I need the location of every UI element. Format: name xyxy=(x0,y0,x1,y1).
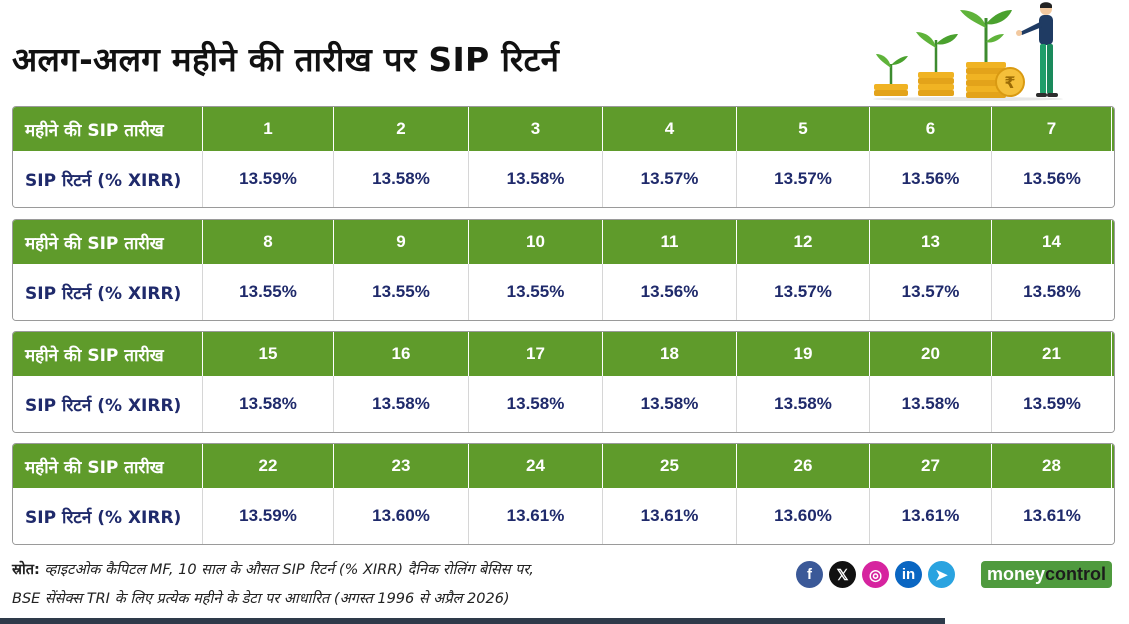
date-cell: 7 xyxy=(992,107,1112,151)
return-cell: 13.61% xyxy=(603,488,737,544)
date-cell: 8 xyxy=(203,220,334,264)
table-header-row: महीने की SIP तारीख 22 23 24 25 26 27 28 xyxy=(13,444,1114,488)
moneycontrol-logo: money control xyxy=(981,561,1112,588)
return-cell: 13.61% xyxy=(469,488,603,544)
date-cell: 17 xyxy=(469,332,603,376)
date-cell: 2 xyxy=(334,107,469,151)
date-cell: 18 xyxy=(603,332,737,376)
source-line-1: स्रोत: व्हाइटओक कैपिटल MF, 10 साल के औसत… xyxy=(12,556,772,585)
table-header-row: महीने की SIP तारीख 15 16 17 18 19 20 21 xyxy=(13,332,1114,376)
date-row-label: महीने की SIP तारीख xyxy=(13,332,203,376)
date-cell: 26 xyxy=(737,444,870,488)
date-cell: 4 xyxy=(603,107,737,151)
source-text-1: व्हाइटओक कैपिटल MF, 10 साल के औसत SIP रि… xyxy=(39,562,534,578)
return-cell: 13.56% xyxy=(870,151,992,207)
return-row-label: SIP रिटर्न (% XIRR) xyxy=(13,488,203,544)
date-cell: 3 xyxy=(469,107,603,151)
page-title: अलग-अलग महीने की तारीख पर SIP रिटर्न xyxy=(12,40,560,79)
coin-stack-medium xyxy=(916,32,958,96)
return-cell: 13.59% xyxy=(203,151,334,207)
date-cell: 5 xyxy=(737,107,870,151)
growth-illustration: ₹ xyxy=(873,2,1063,101)
return-row-label: SIP रिटर्न (% XIRR) xyxy=(13,264,203,320)
return-cell: 13.58% xyxy=(334,151,469,207)
date-cell: 21 xyxy=(992,332,1112,376)
instagram-icon[interactable]: ◎ xyxy=(862,561,889,588)
date-cell: 11 xyxy=(603,220,737,264)
source-text-2: BSE सेंसेक्स TRI के लिए प्रत्येक महीने क… xyxy=(12,591,510,607)
x-icon[interactable]: 𝕏 xyxy=(829,561,856,588)
date-cell: 1 xyxy=(203,107,334,151)
date-cell: 23 xyxy=(334,444,469,488)
date-cell: 13 xyxy=(870,220,992,264)
return-cell: 13.56% xyxy=(1023,169,1081,188)
date-cell: 24 xyxy=(469,444,603,488)
source-note: स्रोत: व्हाइटओक कैपिटल MF, 10 साल के औसत… xyxy=(12,556,772,614)
svg-text:₹: ₹ xyxy=(1004,73,1015,92)
source-label: स्रोत: xyxy=(12,562,40,578)
return-row-label: SIP रिटर्न (% XIRR) xyxy=(13,376,203,432)
person-figure xyxy=(1016,2,1058,97)
return-cell: 13.57% xyxy=(603,151,737,207)
return-cell: 13.58% xyxy=(1023,282,1081,301)
table-header-row: महीने की SIP तारीख 8 9 10 11 12 13 14 xyxy=(13,220,1114,264)
table-values-row: SIP रिटर्न (% XIRR) 13.58% 13.58% 13.58%… xyxy=(13,376,1114,432)
coin-stack-large: ₹ xyxy=(960,10,1025,98)
return-cell: 13.57% xyxy=(737,151,870,207)
return-cell: 13.57% xyxy=(870,264,992,320)
table-header-row: महीने की SIP तारीख 1 2 3 4 5 6 7 xyxy=(13,107,1114,151)
date-cell: 16 xyxy=(334,332,469,376)
sip-table-2: महीने की SIP तारीख 8 9 10 11 12 13 14 SI… xyxy=(12,219,1115,321)
date-cell: 19 xyxy=(737,332,870,376)
return-cell: 13.58% xyxy=(870,376,992,432)
date-row-label: महीने की SIP तारीख xyxy=(13,220,203,264)
date-cell: 25 xyxy=(603,444,737,488)
date-cell: 27 xyxy=(870,444,992,488)
return-row-label: SIP रिटर्न (% XIRR) xyxy=(13,151,203,207)
table-values-row: SIP रिटर्न (% XIRR) 13.55% 13.55% 13.55%… xyxy=(13,264,1114,320)
return-cell: 13.61% xyxy=(1023,506,1081,525)
date-cell: 22 xyxy=(203,444,334,488)
date-cell: 10 xyxy=(469,220,603,264)
date-cell: 9 xyxy=(334,220,469,264)
coin-stack-small xyxy=(874,54,908,96)
return-cell: 13.58% xyxy=(737,376,870,432)
date-cell: 20 xyxy=(870,332,992,376)
telegram-icon[interactable]: ➤ xyxy=(928,561,955,588)
return-cell: 13.59% xyxy=(1023,394,1081,413)
return-cell: 13.58% xyxy=(203,376,334,432)
brand-part-1: money xyxy=(986,564,1046,584)
return-cell: 13.55% xyxy=(469,264,603,320)
date-cell: 28 xyxy=(992,444,1112,488)
sip-table-3: महीने की SIP तारीख 15 16 17 18 19 20 21 … xyxy=(12,331,1115,433)
linkedin-icon[interactable]: in xyxy=(895,561,922,588)
date-cell: 12 xyxy=(737,220,870,264)
social-links: f 𝕏 ◎ in ➤ xyxy=(796,561,955,588)
table-values-row: SIP रिटर्न (% XIRR) 13.59% 13.60% 13.61%… xyxy=(13,488,1114,544)
return-cell: 13.55% xyxy=(203,264,334,320)
return-cell: 13.59% xyxy=(203,488,334,544)
return-cell: 13.57% xyxy=(737,264,870,320)
return-cell: 13.58% xyxy=(469,151,603,207)
sip-table-1: महीने की SIP तारीख 1 2 3 4 5 6 7 SIP रिट… xyxy=(12,106,1115,208)
return-cell: 13.56% xyxy=(603,264,737,320)
bottom-bar xyxy=(0,618,945,624)
date-cell: 14 xyxy=(992,220,1112,264)
date-row-label: महीने की SIP तारीख xyxy=(13,107,203,151)
return-cell: 13.61% xyxy=(870,488,992,544)
sip-table-4: महीने की SIP तारीख 22 23 24 25 26 27 28 … xyxy=(12,443,1115,545)
brand-part-2: control xyxy=(1045,564,1107,584)
table-values-row: SIP रिटर्न (% XIRR) 13.59% 13.58% 13.58%… xyxy=(13,151,1114,207)
date-cell: 15 xyxy=(203,332,334,376)
return-cell: 13.55% xyxy=(334,264,469,320)
return-cell: 13.58% xyxy=(469,376,603,432)
date-cell: 6 xyxy=(870,107,992,151)
return-cell: 13.60% xyxy=(737,488,870,544)
facebook-icon[interactable]: f xyxy=(796,561,823,588)
return-cell: 13.60% xyxy=(334,488,469,544)
return-cell: 13.58% xyxy=(334,376,469,432)
sip-return-tables: महीने की SIP तारीख 1 2 3 4 5 6 7 SIP रिट… xyxy=(12,106,1115,555)
date-row-label: महीने की SIP तारीख xyxy=(13,444,203,488)
return-cell: 13.58% xyxy=(603,376,737,432)
